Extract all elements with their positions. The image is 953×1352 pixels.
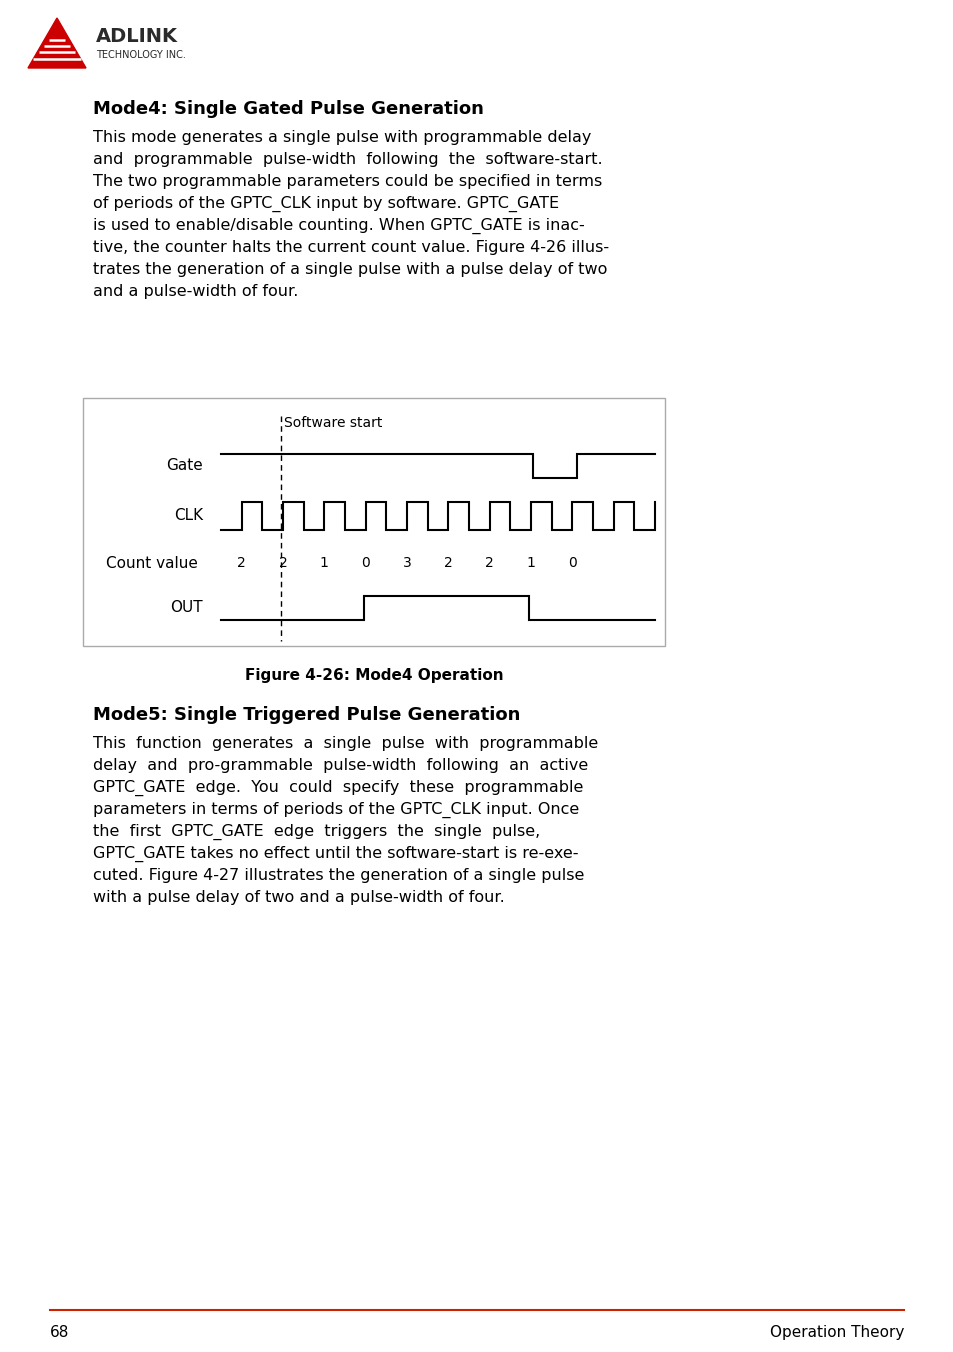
Text: trates the generation of a single pulse with a pulse delay of two: trates the generation of a single pulse … (92, 262, 607, 277)
Text: with a pulse delay of two and a pulse-width of four.: with a pulse delay of two and a pulse-wi… (92, 890, 504, 904)
Text: tive, the counter halts the current count value. Figure 4-26 illus-: tive, the counter halts the current coun… (92, 241, 608, 256)
Text: ADLINK: ADLINK (96, 27, 178, 46)
Text: 2: 2 (237, 556, 246, 571)
Text: Figure 4-26: Mode4 Operation: Figure 4-26: Mode4 Operation (244, 668, 503, 683)
Text: 2: 2 (278, 556, 287, 571)
Text: and  programmable  pulse-width  following  the  software-start.: and programmable pulse-width following t… (92, 151, 602, 168)
Text: 1: 1 (319, 556, 329, 571)
Text: 2: 2 (485, 556, 494, 571)
Text: The two programmable parameters could be specified in terms: The two programmable parameters could be… (92, 174, 601, 189)
Text: 2: 2 (443, 556, 453, 571)
Text: GPTC_GATE  edge.  You  could  specify  these  programmable: GPTC_GATE edge. You could specify these … (92, 780, 583, 796)
Text: delay  and  pro-grammable  pulse-width  following  an  active: delay and pro-grammable pulse-width foll… (92, 758, 588, 773)
Text: of periods of the GPTC_CLK input by software. GPTC_GATE: of periods of the GPTC_CLK input by soft… (92, 196, 558, 212)
Text: cuted. Figure 4-27 illustrates the generation of a single pulse: cuted. Figure 4-27 illustrates the gener… (92, 868, 584, 883)
Text: Mode4: Single Gated Pulse Generation: Mode4: Single Gated Pulse Generation (92, 100, 483, 118)
Text: CLK: CLK (173, 508, 203, 523)
Text: 1: 1 (526, 556, 535, 571)
Text: and a pulse-width of four.: and a pulse-width of four. (92, 284, 298, 299)
Polygon shape (28, 18, 86, 68)
Text: This mode generates a single pulse with programmable delay: This mode generates a single pulse with … (92, 130, 591, 145)
Text: 0: 0 (567, 556, 577, 571)
Text: OUT: OUT (171, 600, 203, 615)
Text: Software start: Software start (284, 416, 382, 430)
Text: Count value: Count value (106, 556, 198, 571)
Text: Operation Theory: Operation Theory (769, 1325, 903, 1340)
Text: Gate: Gate (166, 458, 203, 473)
Bar (83, 397, 664, 646)
Text: is used to enable/disable counting. When GPTC_GATE is inac-: is used to enable/disable counting. When… (92, 218, 584, 234)
Text: 0: 0 (361, 556, 370, 571)
Text: GPTC_GATE takes no effect until the software-start is re-exe-: GPTC_GATE takes no effect until the soft… (92, 846, 578, 863)
Text: Mode5: Single Triggered Pulse Generation: Mode5: Single Triggered Pulse Generation (92, 706, 519, 725)
Text: 3: 3 (402, 556, 411, 571)
Text: parameters in terms of periods of the GPTC_CLK input. Once: parameters in terms of periods of the GP… (92, 802, 578, 818)
Text: 68: 68 (50, 1325, 70, 1340)
Text: TECHNOLOGY INC.: TECHNOLOGY INC. (96, 50, 186, 59)
Text: This  function  generates  a  single  pulse  with  programmable: This function generates a single pulse w… (92, 735, 598, 750)
Text: the  first  GPTC_GATE  edge  triggers  the  single  pulse,: the first GPTC_GATE edge triggers the si… (92, 823, 539, 840)
